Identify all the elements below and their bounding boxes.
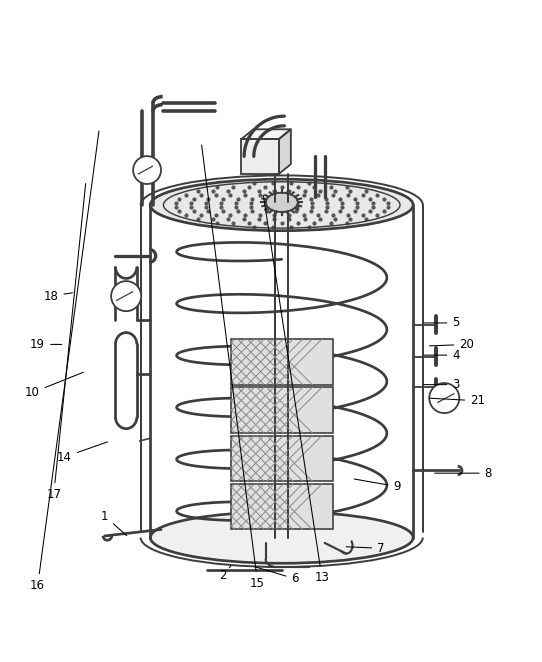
- Text: 17: 17: [46, 183, 86, 501]
- Text: 5: 5: [424, 316, 460, 330]
- Text: 10: 10: [25, 372, 83, 399]
- Bar: [231, 484, 333, 530]
- Bar: [231, 387, 333, 433]
- Ellipse shape: [266, 193, 298, 212]
- Text: 9: 9: [354, 479, 401, 493]
- Text: 8: 8: [435, 467, 492, 480]
- Polygon shape: [279, 129, 291, 174]
- Text: 13: 13: [263, 195, 330, 585]
- Text: 2: 2: [219, 566, 231, 582]
- Text: 7: 7: [346, 542, 385, 555]
- Bar: [231, 339, 333, 385]
- Text: 16: 16: [30, 131, 99, 592]
- Circle shape: [133, 156, 161, 184]
- Text: 3: 3: [424, 378, 460, 391]
- Text: 4: 4: [424, 349, 460, 361]
- Ellipse shape: [150, 512, 413, 563]
- Ellipse shape: [150, 179, 413, 230]
- Circle shape: [111, 281, 141, 311]
- Bar: [242, 139, 279, 174]
- Text: 19: 19: [30, 338, 62, 351]
- Polygon shape: [242, 129, 291, 139]
- Text: 15: 15: [202, 145, 265, 590]
- Text: 1: 1: [101, 510, 127, 536]
- Bar: [231, 436, 333, 481]
- Circle shape: [429, 383, 459, 413]
- Text: 14: 14: [57, 442, 107, 463]
- Text: 18: 18: [43, 290, 73, 303]
- Text: 20: 20: [429, 338, 474, 351]
- Text: 21: 21: [429, 395, 485, 407]
- Text: 6: 6: [255, 567, 299, 585]
